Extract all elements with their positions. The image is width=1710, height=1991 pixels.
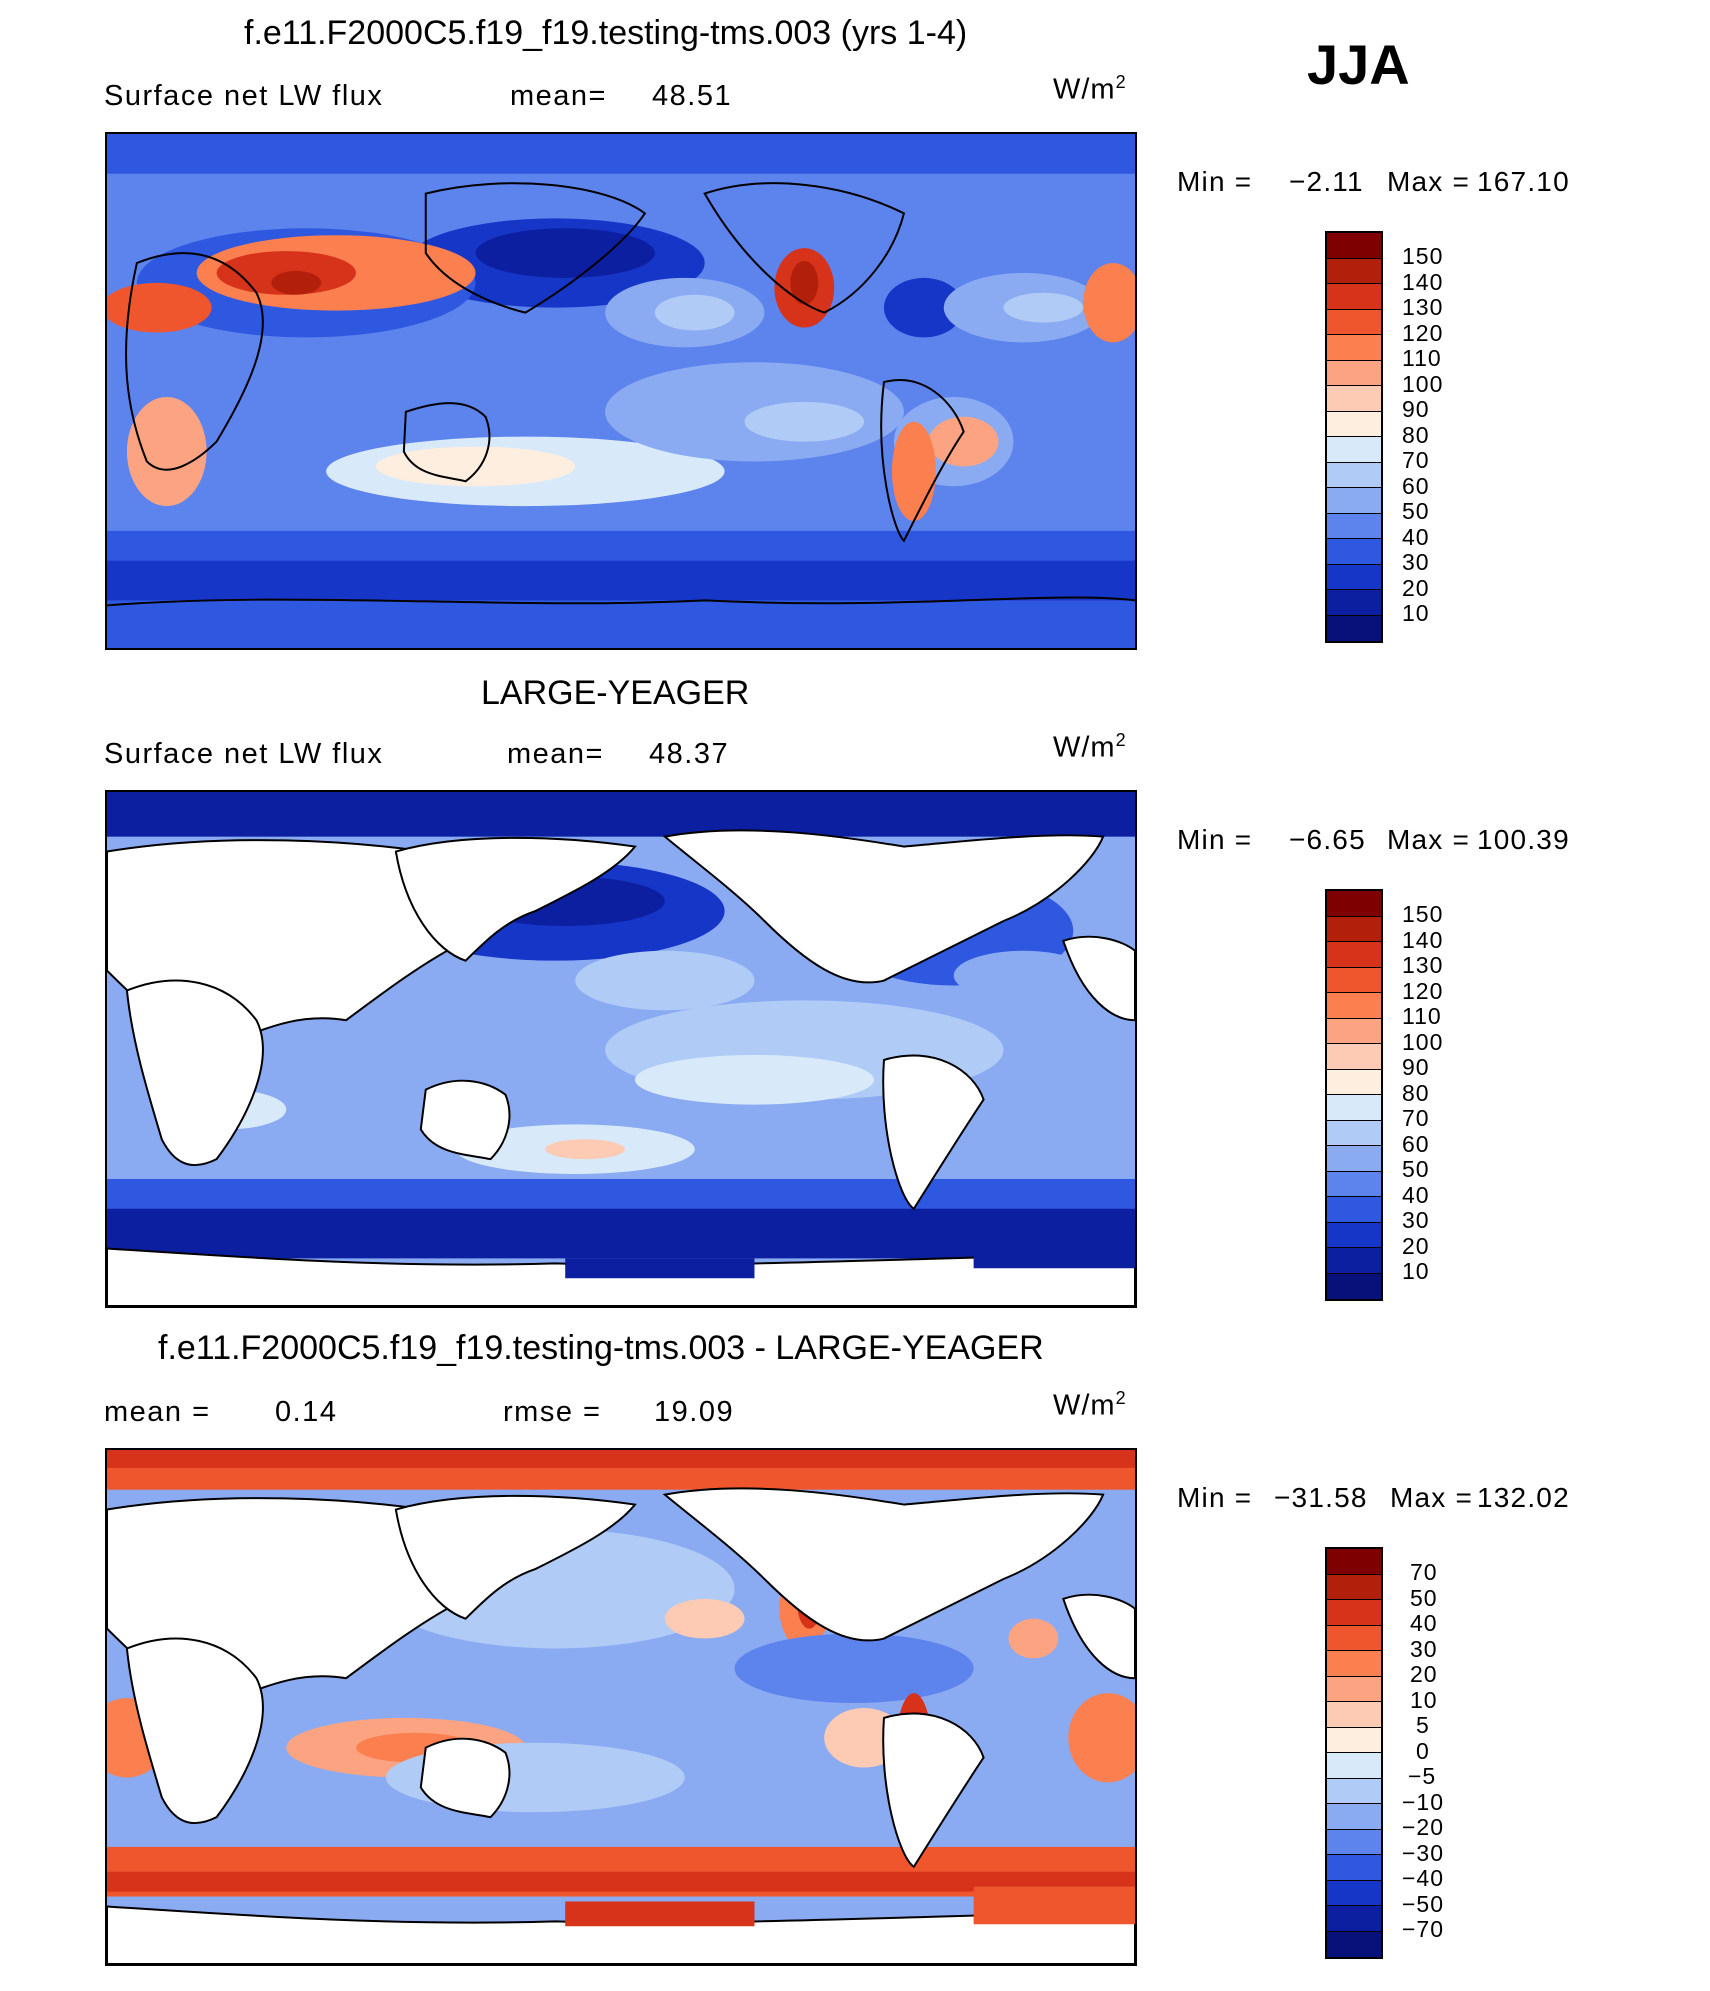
colorbar-label: 50 xyxy=(1402,498,1430,524)
panel2-min-label: Min = xyxy=(1177,824,1253,855)
panel1-min-label: Min = xyxy=(1177,166,1253,197)
panel1-min-value: −2.11 xyxy=(1289,166,1364,197)
colorbar-label: 70 xyxy=(1410,1559,1438,1585)
colorbar-label: 150 xyxy=(1402,901,1444,927)
colorbar-label: 20 xyxy=(1402,1232,1430,1259)
panel3-units: W/m2 xyxy=(1053,1388,1127,1422)
colorbar-label: 40 xyxy=(1410,1610,1438,1636)
colorbar-label: 110 xyxy=(1402,1003,1442,1029)
panel3-mean-value: 0.14 xyxy=(275,1396,338,1428)
colorbar-label: 0 xyxy=(1416,1737,1430,1764)
panel2-units: W/m2 xyxy=(1053,730,1127,764)
colorbar-label: 80 xyxy=(1402,1079,1430,1106)
colorbar-label: 10 xyxy=(1402,600,1430,626)
colorbar-label: 40 xyxy=(1402,1181,1430,1208)
colorbar-label: 20 xyxy=(1410,1661,1438,1687)
colorbar-label: −50 xyxy=(1402,1890,1445,1917)
colorbar-label: 70 xyxy=(1402,447,1430,473)
panel2-variable: Surface net LW flux xyxy=(104,738,384,770)
colorbar-label: 5 xyxy=(1416,1712,1430,1738)
panel3-max-label: Max = xyxy=(1390,1482,1474,1513)
colorbar-label: 50 xyxy=(1410,1584,1438,1611)
colorbar-label: 100 xyxy=(1402,370,1444,397)
panel2-mean-value: 48.37 xyxy=(649,738,730,770)
panel3-colorbar xyxy=(1325,1547,1383,1959)
colorbar-label: 90 xyxy=(1402,396,1430,422)
colorbar-label: 120 xyxy=(1402,977,1444,1004)
colorbar-label: −70 xyxy=(1402,1916,1445,1942)
colorbar-label: 120 xyxy=(1402,319,1444,346)
colorbar-label: 70 xyxy=(1402,1105,1430,1131)
colorbar-label: 60 xyxy=(1402,472,1430,499)
panel1-units: W/m2 xyxy=(1053,72,1127,106)
panel1-max-label: Max = xyxy=(1387,166,1471,197)
colorbar-label: 50 xyxy=(1402,1156,1430,1182)
panel3-mean-label: mean = xyxy=(104,1396,211,1428)
panel3-max-value: 132.02 xyxy=(1477,1482,1570,1513)
colorbar-label: 140 xyxy=(1402,926,1444,953)
panel3-map xyxy=(105,1448,1137,1966)
panel1-max-value: 167.10 xyxy=(1477,166,1570,197)
colorbar-label: 10 xyxy=(1402,1258,1430,1284)
colorbar-label: 20 xyxy=(1402,574,1430,601)
colorbar-label: 30 xyxy=(1410,1635,1438,1662)
panel2-title: LARGE-YEAGER xyxy=(481,674,750,712)
colorbar-label: 30 xyxy=(1402,549,1430,575)
season-label: JJA xyxy=(1307,33,1410,96)
panel2-max-value: 100.39 xyxy=(1477,824,1570,855)
colorbar-label: −20 xyxy=(1402,1814,1445,1840)
colorbar-label: 110 xyxy=(1402,345,1442,371)
colorbar-label: −40 xyxy=(1402,1865,1445,1891)
panel1-title: f.e11.F2000C5.f19_f19.testing-tms.003 (y… xyxy=(244,14,968,52)
colorbar-label: 40 xyxy=(1402,523,1430,550)
panel2-mean-label: mean= xyxy=(507,738,604,770)
colorbar-label: 10 xyxy=(1410,1686,1438,1713)
panel1-mean-label: mean= xyxy=(510,80,607,112)
panel2-map xyxy=(105,790,1137,1308)
panel3-min-value: −31.58 xyxy=(1274,1482,1368,1513)
panel2-min-value: −6.65 xyxy=(1289,824,1366,855)
panel2-max-label: Max = xyxy=(1387,824,1471,855)
colorbar-label: 80 xyxy=(1402,421,1430,448)
colorbar-label: −30 xyxy=(1402,1839,1445,1866)
colorbar-label: 100 xyxy=(1402,1028,1444,1055)
colorbar-label: 30 xyxy=(1402,1207,1430,1233)
panel2-colorbar xyxy=(1325,889,1383,1301)
panel1-variable: Surface net LW flux xyxy=(104,80,384,112)
panel3-title: f.e11.F2000C5.f19_f19.testing-tms.003 - … xyxy=(158,1329,1044,1367)
panel1-mean-value: 48.51 xyxy=(652,80,733,112)
colorbar-label: 130 xyxy=(1402,294,1444,320)
colorbar-label: 140 xyxy=(1402,268,1444,295)
colorbar-label: 150 xyxy=(1402,243,1444,269)
colorbar-label: −10 xyxy=(1402,1788,1445,1815)
panel3-rmse-label: rmse = xyxy=(503,1396,602,1428)
panel1-colorbar xyxy=(1325,231,1383,643)
colorbar-label: 90 xyxy=(1402,1054,1430,1080)
panel3-rmse-value: 19.09 xyxy=(654,1396,735,1428)
panel3-min-label: Min = xyxy=(1177,1482,1253,1513)
colorbar-label: 60 xyxy=(1402,1130,1430,1157)
colorbar-label: −5 xyxy=(1408,1763,1437,1789)
panel1-map xyxy=(105,132,1137,650)
colorbar-label: 130 xyxy=(1402,952,1444,978)
